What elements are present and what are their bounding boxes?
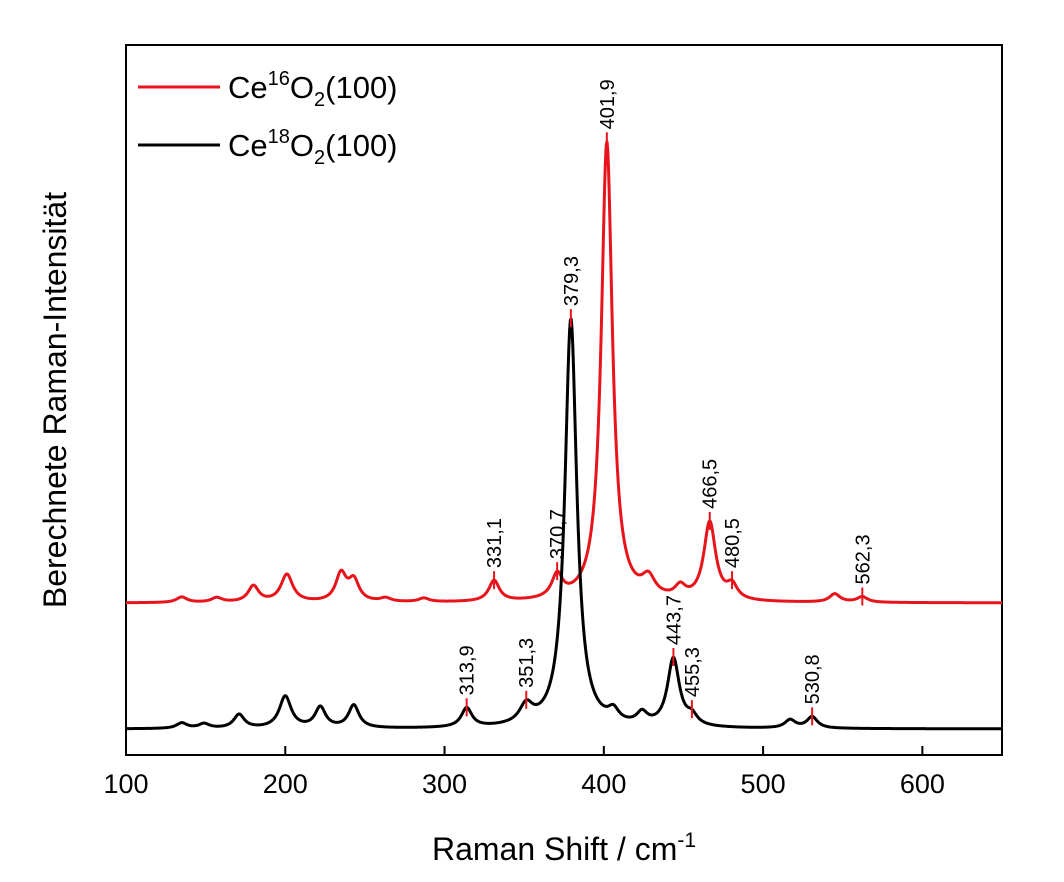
peak-label-443,7: 443,7 (663, 595, 685, 645)
peak-label-466,5: 466,5 (700, 459, 722, 509)
legend-item-ce18: Ce18O2(100) (138, 126, 398, 169)
x-tick-label-500: 500 (741, 769, 786, 799)
plot-frame (125, 44, 1003, 756)
x-tick-label-400: 400 (581, 769, 626, 799)
peak-label-379,3: 379,3 (561, 256, 583, 306)
peak-label-331,1: 331,1 (484, 518, 506, 568)
x-axis-ticks: 100 200 300 400 500 600 (103, 746, 945, 799)
peak-label-313,9: 313,9 (457, 645, 479, 695)
peak-label-480,5: 480,5 (722, 518, 744, 568)
x-tick-label-100: 100 (103, 769, 148, 799)
legend-label-ce16: Ce16O2(100) (228, 68, 398, 111)
legend-label-ce18: Ce18O2(100) (228, 126, 398, 169)
peak-label-370,7: 370,7 (547, 509, 569, 559)
peak-label-530,8: 530,8 (802, 654, 824, 704)
x-axis-title-base: Raman Shift / cm (432, 831, 677, 867)
spectrum-curves (125, 140, 1003, 731)
peak-label-562,3: 562,3 (852, 534, 874, 584)
legend: Ce16O2(100) Ce18O2(100) (138, 68, 398, 169)
peak-label-351,3: 351,3 (516, 638, 538, 688)
x-tick-label-300: 300 (422, 769, 467, 799)
peak-label-455,3: 455,3 (682, 647, 704, 697)
series-line-ce16 (125, 140, 1003, 605)
x-axis-title-superscript: -1 (677, 829, 696, 852)
y-axis-title: Berechnete Raman-Intensität (37, 192, 73, 608)
x-tick-label-200: 200 (263, 769, 308, 799)
series-line-ce18 (125, 317, 1003, 731)
legend-item-ce16: Ce16O2(100) (138, 68, 398, 111)
x-tick-label-600: 600 (900, 769, 945, 799)
peak-label-401,9: 401,9 (597, 79, 619, 129)
x-axis-title: Raman Shift / cm-1 (432, 829, 696, 867)
